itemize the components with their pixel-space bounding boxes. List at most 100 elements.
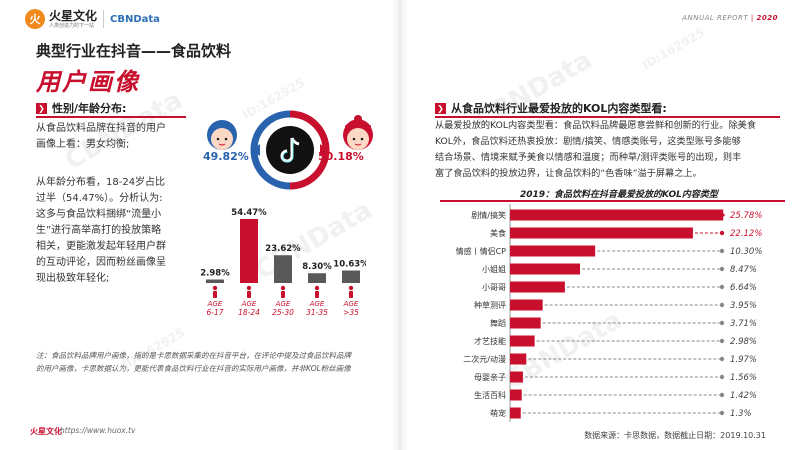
left-para-2: 从年龄分布看，18-24岁占比 过半（54.47%）。分析认为: 这多与食品饮料…	[36, 175, 196, 287]
person-icon	[348, 285, 354, 298]
annual-report-text: ANNUAL REPORT	[682, 14, 749, 22]
kol-content-type-chart: 剧情/搞笑 25.78% 美食 22.12% 情感丨情侣CP 10.30% 小姐姐 8.47%…	[456, 204, 762, 422]
kol-bar-value: 3.71%	[730, 319, 757, 329]
kol-bar-value: 1.56%	[730, 373, 757, 383]
kol-guide-dot	[719, 266, 725, 272]
kol-bar	[510, 245, 596, 257]
age-bar	[206, 279, 224, 283]
person-icon	[246, 285, 252, 298]
kol-category-label: 生活百科	[474, 390, 506, 400]
kol-bar	[510, 209, 724, 221]
age-bar-value: 54.47%	[231, 208, 267, 218]
kol-category-label: 剧情/搞笑	[471, 210, 506, 220]
kol-category-label: 二次元/动漫	[463, 354, 506, 364]
kol-guide-dot	[719, 230, 725, 236]
age-category-label: >35	[343, 308, 359, 317]
age-bar	[342, 270, 360, 283]
text-line: 生”进行高举高打的投放策略	[36, 225, 162, 236]
person-head	[314, 285, 320, 291]
age-category-label: 31-35	[306, 308, 328, 317]
kol-bar-value: 8.47%	[730, 265, 757, 275]
left-section-heading: ❯ 性别/年龄分布:	[36, 100, 126, 116]
kol-bar	[510, 317, 541, 329]
text-line: 画像上看：男女均衡;	[36, 139, 130, 150]
page-subtitle: 用户画像	[36, 68, 140, 96]
age-category-label: 18-24	[238, 308, 260, 317]
kol-guide-dot	[719, 320, 725, 326]
kol-guide-dot	[719, 284, 725, 290]
left-section-heading-text: 性别/年龄分布:	[52, 102, 127, 115]
data-source: 数据来源：卡思数据，数据截止日期：2019.10.31	[584, 431, 766, 440]
kol-category-label: 才艺技能	[474, 336, 506, 346]
age-prefix-label: AGE	[275, 300, 291, 308]
age-prefix-label: AGE	[207, 300, 223, 308]
chevron-right-icon: ❯	[435, 102, 446, 114]
footer-brand: 火星文化	[30, 427, 62, 436]
kol-bar	[510, 263, 581, 275]
kol-chart-title: 2019：食品饮料在抖音最爱投放的KOL内容类型	[520, 190, 718, 200]
age-bar-value: 2.98%	[200, 268, 230, 278]
text-line: 结合场景、情境来赋予美食以情感和温度；而种草/测评类账号的出现，则丰	[435, 152, 742, 163]
person-icon	[314, 285, 320, 298]
kol-chart-title-rule	[440, 200, 785, 202]
kol-guide-dot	[719, 410, 725, 416]
text-line: 这多与食品饮料捆绑“流量小	[36, 209, 162, 220]
age-prefix-label: AGE	[343, 300, 359, 308]
age-bar-value: 10.63%	[333, 260, 366, 270]
text-line: 相关，更能激发起年轻用户群	[36, 241, 166, 252]
kol-guide-dot	[719, 356, 725, 362]
left-heading-underline	[36, 116, 186, 118]
brand-logo: 火 火星文化 人类创造力的下一站 CBNData	[25, 9, 160, 29]
age-prefix-label: AGE	[241, 300, 257, 308]
male-percentage: 49.82%	[203, 150, 249, 163]
kol-category-label: 种草测评	[474, 300, 506, 310]
age-category-label: 6-17	[206, 308, 223, 317]
kol-category-label: 母婴亲子	[474, 372, 506, 382]
kol-category-label: 小哥哥	[482, 283, 506, 292]
kol-bar-value: 1.42%	[730, 391, 757, 401]
age-bar	[308, 273, 326, 283]
person-head	[212, 285, 218, 291]
kol-guide-dot	[719, 302, 725, 308]
footer-url[interactable]: https://www.huox.tv	[60, 426, 136, 435]
age-category-label: 25-30	[272, 308, 294, 317]
male-avatar-icon	[207, 120, 237, 150]
text-line: 富了食品饮料的投放边界，让食品饮料的“色香味”溢于屏幕之上。	[435, 168, 702, 179]
person-head	[348, 285, 354, 291]
kol-bar-value: 6.64%	[730, 283, 757, 293]
kol-bar	[510, 299, 543, 311]
text-line: 的用户画像，卡思数据认为，更能代表食品饮料行业在抖音的实际用户画像，并非KOL粉…	[36, 364, 351, 373]
female-percentage: 50.18%	[318, 150, 364, 163]
age-prefix-label: AGE	[309, 300, 325, 308]
age-bar	[274, 255, 292, 283]
kol-bar-value: 1.3%	[730, 409, 752, 419]
kol-bar	[510, 353, 527, 365]
kol-bar	[510, 389, 522, 401]
age-distribution-chart: 2.98%AGE6-1754.47%AGE18-2423.62%AGE25-30…	[200, 208, 366, 317]
gender-graphic	[207, 110, 373, 190]
cbn-logo: CBNData	[110, 13, 160, 25]
kol-bar	[510, 227, 693, 239]
text-line: KOL外，食品饮料还热衷投放：剧情/搞笑、情感类账号，这类型账号多能够	[435, 136, 741, 147]
report-year: 2020	[756, 14, 778, 22]
brand-slogan: 人类创造力的下一站	[49, 22, 95, 29]
kol-bar-value: 25.78%	[730, 211, 762, 221]
footnote: 注：食品饮料品牌用户画像，指的是卡思数据采集的在抖音平台，在评论中提及过食品饮料…	[36, 349, 386, 375]
age-bar	[240, 219, 258, 283]
page-spine	[392, 0, 408, 450]
person-body	[247, 291, 251, 298]
page-title: 典型行业在抖音——食品饮料	[36, 42, 232, 60]
tiktok-logo-icon	[250, 110, 330, 190]
kol-bar	[510, 371, 523, 383]
watermark-id: ID:162925	[640, 25, 708, 73]
person-body	[281, 291, 285, 298]
logo-divider	[103, 10, 105, 28]
kol-bar-value: 3.95%	[730, 301, 757, 311]
kol-bar-value: 22.12%	[730, 229, 762, 239]
brand-name: 火星文化	[49, 8, 98, 23]
text-line: 从食品饮料品牌在抖音的用户	[36, 123, 166, 134]
person-icon	[280, 285, 286, 298]
kol-category-label: 萌宠	[490, 408, 506, 418]
text-line: 的互动评论，因而粉丝画像呈	[36, 257, 166, 268]
